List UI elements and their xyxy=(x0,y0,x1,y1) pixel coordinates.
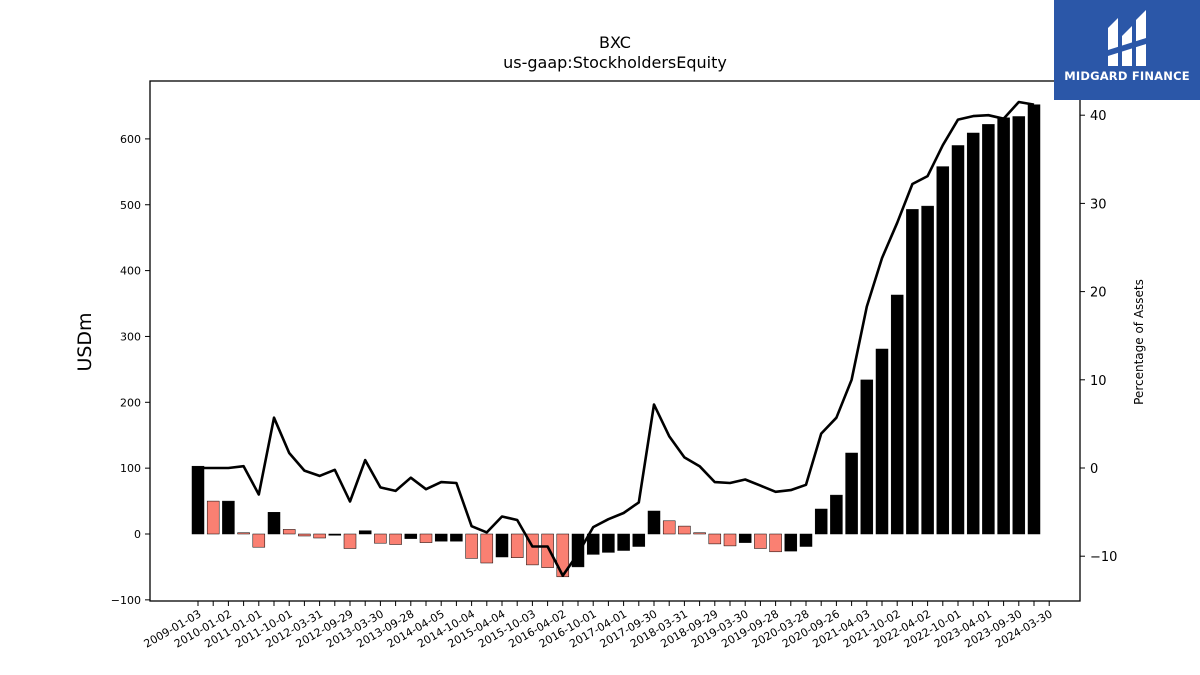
y2-axis-label: Percentage of Assets xyxy=(1132,279,1146,405)
bar-2020-12-26 xyxy=(845,452,858,535)
y2-tick-label: 40 xyxy=(1090,109,1107,124)
bar-2014-10-04 xyxy=(465,533,478,559)
x-axis: 2009-01-032010-01-022011-01-012011-10-01… xyxy=(142,601,1055,651)
y-tick-label: −100 xyxy=(111,594,141,607)
logo-text: MIDGARD FINANCE xyxy=(1064,69,1190,83)
line-layer xyxy=(198,100,1035,577)
bar-2010-01-02 xyxy=(222,500,235,535)
bar-2013-12-28 xyxy=(419,533,433,543)
bar-2013-09-28 xyxy=(404,533,418,539)
bar-2016-01-02 xyxy=(541,533,554,568)
bar-2023-07-01 xyxy=(997,117,1010,535)
bar-2023-12-30 xyxy=(1027,104,1041,535)
bar-2019-03-30 xyxy=(738,533,752,543)
plot-frame xyxy=(149,80,1081,602)
bar-2017-04-01 xyxy=(617,533,630,551)
bar-2010-07-03 xyxy=(237,532,250,535)
bar-2021-07-03 xyxy=(875,348,889,535)
bar-2014-04-05 xyxy=(434,533,448,542)
bars-layer xyxy=(191,104,1041,578)
y2-tick-label: 30 xyxy=(1090,197,1107,212)
bar-2015-07-04 xyxy=(510,533,524,558)
bar-2020-03-28 xyxy=(799,533,813,547)
y2-tick-label: 20 xyxy=(1090,286,1107,301)
bar-2022-01-01 xyxy=(906,209,919,535)
bar-2022-10-01 xyxy=(951,145,965,535)
bar-2017-09-30 xyxy=(647,510,661,535)
y-tick-label: 100 xyxy=(120,462,141,475)
pct-assets-line xyxy=(198,100,1035,577)
bar-2013-06-29 xyxy=(389,533,402,545)
bar-2019-09-28 xyxy=(769,533,782,553)
y-tick-label: 600 xyxy=(120,133,141,146)
bar-2013-03-30 xyxy=(374,533,387,544)
bar-2023-09-30 xyxy=(1012,116,1026,535)
bar-2022-12-31 xyxy=(966,132,980,535)
bar-2018-03-31 xyxy=(678,525,691,535)
logo-mark-icon xyxy=(1108,10,1146,66)
y-tick-label: 400 xyxy=(120,265,141,278)
bar-2015-01-03 xyxy=(480,533,494,564)
bar-2011-01-01 xyxy=(252,533,266,548)
bar-2016-10-01 xyxy=(586,533,600,555)
bar-2023-04-01 xyxy=(982,124,995,535)
bar-2019-06-29 xyxy=(754,533,767,549)
brand-logo: MIDGARD FINANCE xyxy=(1054,0,1200,100)
bar-2012-06-30 xyxy=(328,533,342,536)
bar-2018-12-29 xyxy=(723,533,737,547)
left-axis: −100 0 100 200 300 400 500 600 xyxy=(111,133,150,607)
bar-2014-07-05 xyxy=(450,533,463,542)
y2-tick-label: 10 xyxy=(1090,374,1107,389)
bar-2022-04-02 xyxy=(921,205,934,535)
bar-2012-12-29 xyxy=(358,530,372,535)
bar-2020-09-26 xyxy=(830,494,843,535)
bar-2011-07-02 xyxy=(267,512,281,535)
right-axis: −10 0 10 20 30 40 xyxy=(1080,109,1117,565)
y-tick-label: 500 xyxy=(120,199,141,212)
chart-title: BXC xyxy=(599,33,631,52)
bar-2012-09-29 xyxy=(343,533,357,549)
bar-2011-10-01 xyxy=(282,529,296,535)
y-axis-label: USDm xyxy=(74,312,96,371)
bar-2019-12-28 xyxy=(784,533,798,552)
bar-2017-07-01 xyxy=(632,533,646,547)
bar-2009-01-03 xyxy=(191,465,205,535)
bar-2018-06-30 xyxy=(693,532,706,535)
y2-tick-label: −10 xyxy=(1090,550,1117,565)
bar-2020-06-27 xyxy=(814,508,828,535)
bar-2011-12-31 xyxy=(298,533,311,537)
bar-2021-10-02 xyxy=(890,294,904,535)
y-tick-label: 300 xyxy=(120,330,141,343)
chart-subtitle: us-gaap:StockholdersEquity xyxy=(503,53,727,72)
bar-2018-09-29 xyxy=(708,533,722,545)
bar-2009-07-04 xyxy=(206,500,220,535)
bar-2017-12-30 xyxy=(662,520,676,535)
bar-2021-04-03 xyxy=(860,379,874,535)
bar-2016-12-31 xyxy=(602,533,615,553)
bar-2022-07-02 xyxy=(936,166,950,535)
y2-tick-label: 0 xyxy=(1090,462,1098,477)
y-tick-label: 200 xyxy=(120,396,141,409)
bar-2012-03-31 xyxy=(313,533,326,539)
y-tick-label: 0 xyxy=(134,528,141,541)
bar-2015-04-04 xyxy=(495,533,509,558)
